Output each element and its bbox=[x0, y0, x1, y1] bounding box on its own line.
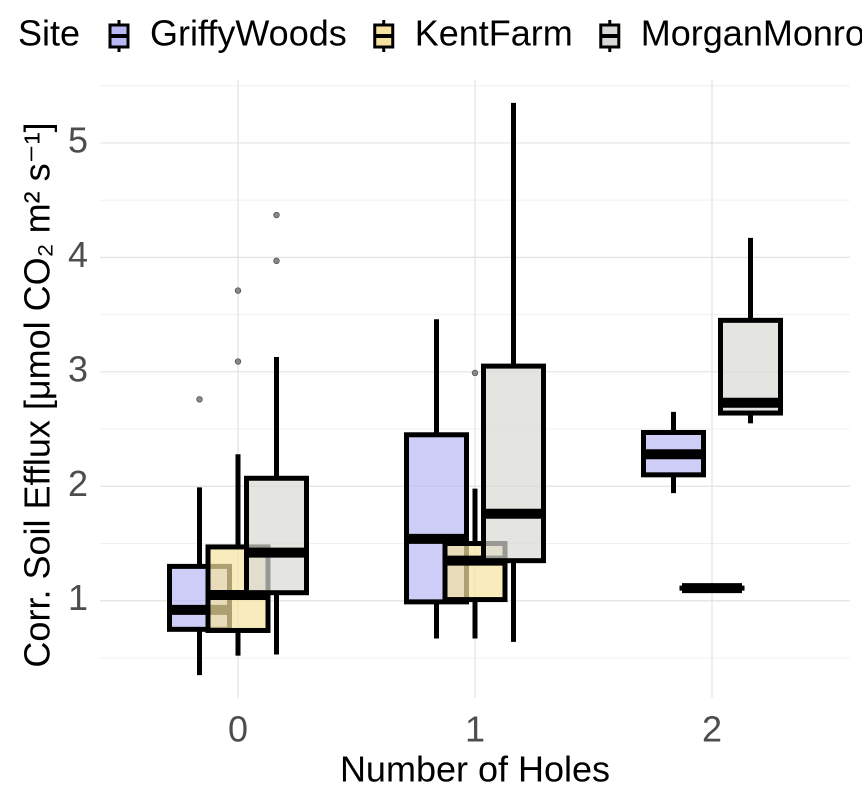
y-tick-label: 4 bbox=[68, 234, 88, 275]
outlier bbox=[273, 211, 280, 219]
box bbox=[718, 317, 783, 416]
x-tick-label: 0 bbox=[228, 709, 248, 750]
outlier bbox=[471, 369, 479, 377]
box bbox=[481, 363, 546, 564]
y-tick-label: 1 bbox=[68, 577, 88, 618]
legend-title: Site bbox=[18, 13, 80, 54]
x-axis-title: Number of Holes bbox=[340, 749, 610, 790]
outlier bbox=[234, 287, 242, 294]
legend-item: MorganMonroe bbox=[599, 13, 862, 54]
legend-item: GriffyWoods bbox=[108, 13, 347, 54]
legend-label: GriffyWoods bbox=[150, 13, 347, 54]
y-tick-label: 5 bbox=[68, 119, 88, 160]
outlier bbox=[273, 257, 280, 265]
y-tick-label: 2 bbox=[68, 463, 88, 504]
box bbox=[244, 475, 309, 596]
outlier bbox=[196, 396, 203, 403]
legend-label: KentFarm bbox=[415, 13, 573, 54]
y-axis-title: Corr. Soil Efflux [μmol CO₂ m² s⁻¹] bbox=[17, 122, 58, 667]
x-tick-label: 2 bbox=[702, 709, 722, 750]
x-tick-label: 1 bbox=[465, 709, 485, 750]
legend-item: KentFarm bbox=[373, 13, 573, 54]
y-tick-label: 3 bbox=[68, 348, 88, 389]
legend-label: MorganMonroe bbox=[641, 13, 862, 54]
outlier bbox=[234, 358, 242, 365]
